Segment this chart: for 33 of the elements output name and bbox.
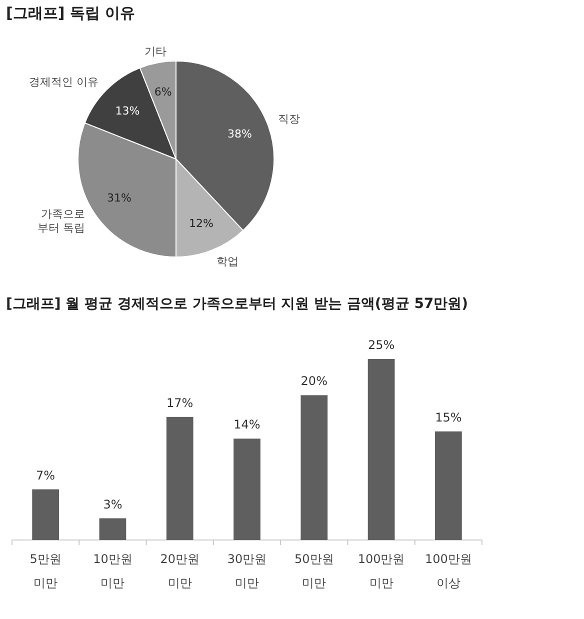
data-label: 20%	[300, 374, 328, 388]
x-tick-label: 10만원 미만	[93, 552, 132, 590]
data-label: 6%	[154, 86, 172, 99]
data-label: 15%	[435, 410, 462, 424]
bar	[99, 518, 126, 540]
data-label: 17%	[166, 396, 194, 410]
x-tick-label: 5만원 미만	[30, 552, 62, 590]
x-tick-label: 100만원 이상	[424, 552, 472, 590]
data-label: 7%	[36, 468, 56, 482]
data-label: 3%	[103, 497, 122, 512]
bar	[32, 489, 59, 540]
slice-label: 직장	[278, 112, 300, 126]
bar	[300, 395, 328, 540]
slice-label: 가족으로 부터 독립	[38, 208, 86, 235]
data-label: 12%	[189, 216, 214, 230]
x-tick-label: 20만원 미만	[160, 552, 200, 590]
slice-label: 학업	[216, 255, 238, 268]
chart-title: [그래프] 월 평균 경제적으로 가족으로부터 지원 받는 금액(평균 57만원)	[6, 296, 468, 312]
x-tick-label: 50만원 미만	[294, 552, 334, 590]
data-label: 31%	[107, 192, 132, 205]
bar	[166, 416, 194, 540]
data-label: 14%	[234, 418, 260, 432]
slice-label: 경제적인 이유	[28, 75, 98, 88]
x-tick-label: 100만원 미만	[358, 552, 405, 590]
slice-label: 기타	[144, 45, 166, 58]
bar	[368, 359, 395, 540]
data-label: 25%	[368, 338, 395, 352]
data-label: 13%	[115, 104, 140, 118]
bar	[234, 438, 260, 540]
chart-title: [그래프] 독립 이유	[6, 4, 136, 22]
x-tick-label: 30만원 미만	[227, 552, 267, 590]
bar	[435, 431, 462, 540]
data-label: 38%	[228, 128, 252, 141]
